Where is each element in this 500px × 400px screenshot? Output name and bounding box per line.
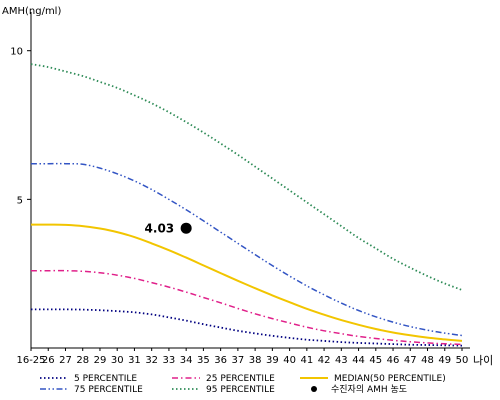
x-tick-label: 39 [266, 355, 279, 366]
series-lines [30, 63, 463, 347]
legend-label: 5 PERCENTILE [74, 374, 137, 384]
series-line [30, 162, 463, 337]
legend: 5 PERCENTILE 25 PERCENTILE MEDIAN(50 PERCE… [40, 374, 446, 395]
x-tick-label: 36 [214, 355, 227, 366]
y-tick-label: 5 [17, 195, 23, 206]
x-tick-label: 42 [318, 355, 331, 366]
x-tick-label: 47 [404, 355, 417, 366]
legend-marker-label: 수진자의 AMH 농도 [331, 384, 407, 395]
x-tick-label: 26 [42, 355, 55, 366]
patient-amh-value-label: 4.03 [145, 222, 175, 236]
series-line [30, 308, 463, 347]
x-tick-label: 37 [232, 355, 245, 366]
legend-marker [311, 386, 317, 392]
legend-label: MEDIAN(50 PERCENTILE) [334, 374, 446, 384]
x-tick-label: 45 [369, 355, 382, 366]
series-line [30, 63, 463, 291]
x-tick-label: 44 [352, 355, 365, 366]
legend-label: 75 PERCENTILE [74, 385, 143, 395]
x-tick-label: 35 [197, 355, 210, 366]
patient-amh-point [180, 222, 192, 234]
y-axis-label: AMH(ng/ml) [2, 6, 61, 17]
y-tick-label: 10 [10, 47, 23, 58]
x-tick-label: 50 [456, 355, 469, 366]
series-line [31, 269, 463, 346]
x-tick-label: 43 [335, 355, 348, 366]
legend-label: 95 PERCENTILE [206, 385, 275, 395]
x-tick-label: 46 [387, 355, 400, 366]
x-tick-label: 40 [283, 355, 296, 366]
x-tick-label: 29 [94, 355, 107, 366]
x-tick-label: 16-25 [16, 355, 45, 366]
x-tick-label: 30 [111, 355, 124, 366]
series-line [31, 223, 463, 342]
x-tick-label: 48 [421, 355, 434, 366]
x-tick-label: 32 [145, 355, 158, 366]
x-tick-label: 31 [128, 355, 141, 366]
x-tick-label: 38 [249, 355, 262, 366]
legend-label: 25 PERCENTILE [206, 374, 275, 384]
x-tick-label: 27 [59, 355, 72, 366]
x-tick-label: 41 [300, 355, 313, 366]
y-axis: 5 10 [10, 12, 32, 348]
marker-group: 4.03 [145, 222, 192, 236]
x-tick-label: 28 [76, 355, 89, 366]
x-axis-label: 나이 [473, 354, 493, 367]
x-tick-label: 34 [180, 355, 193, 366]
x-tick-label: 49 [438, 355, 451, 366]
x-tick-label: 33 [163, 355, 176, 366]
